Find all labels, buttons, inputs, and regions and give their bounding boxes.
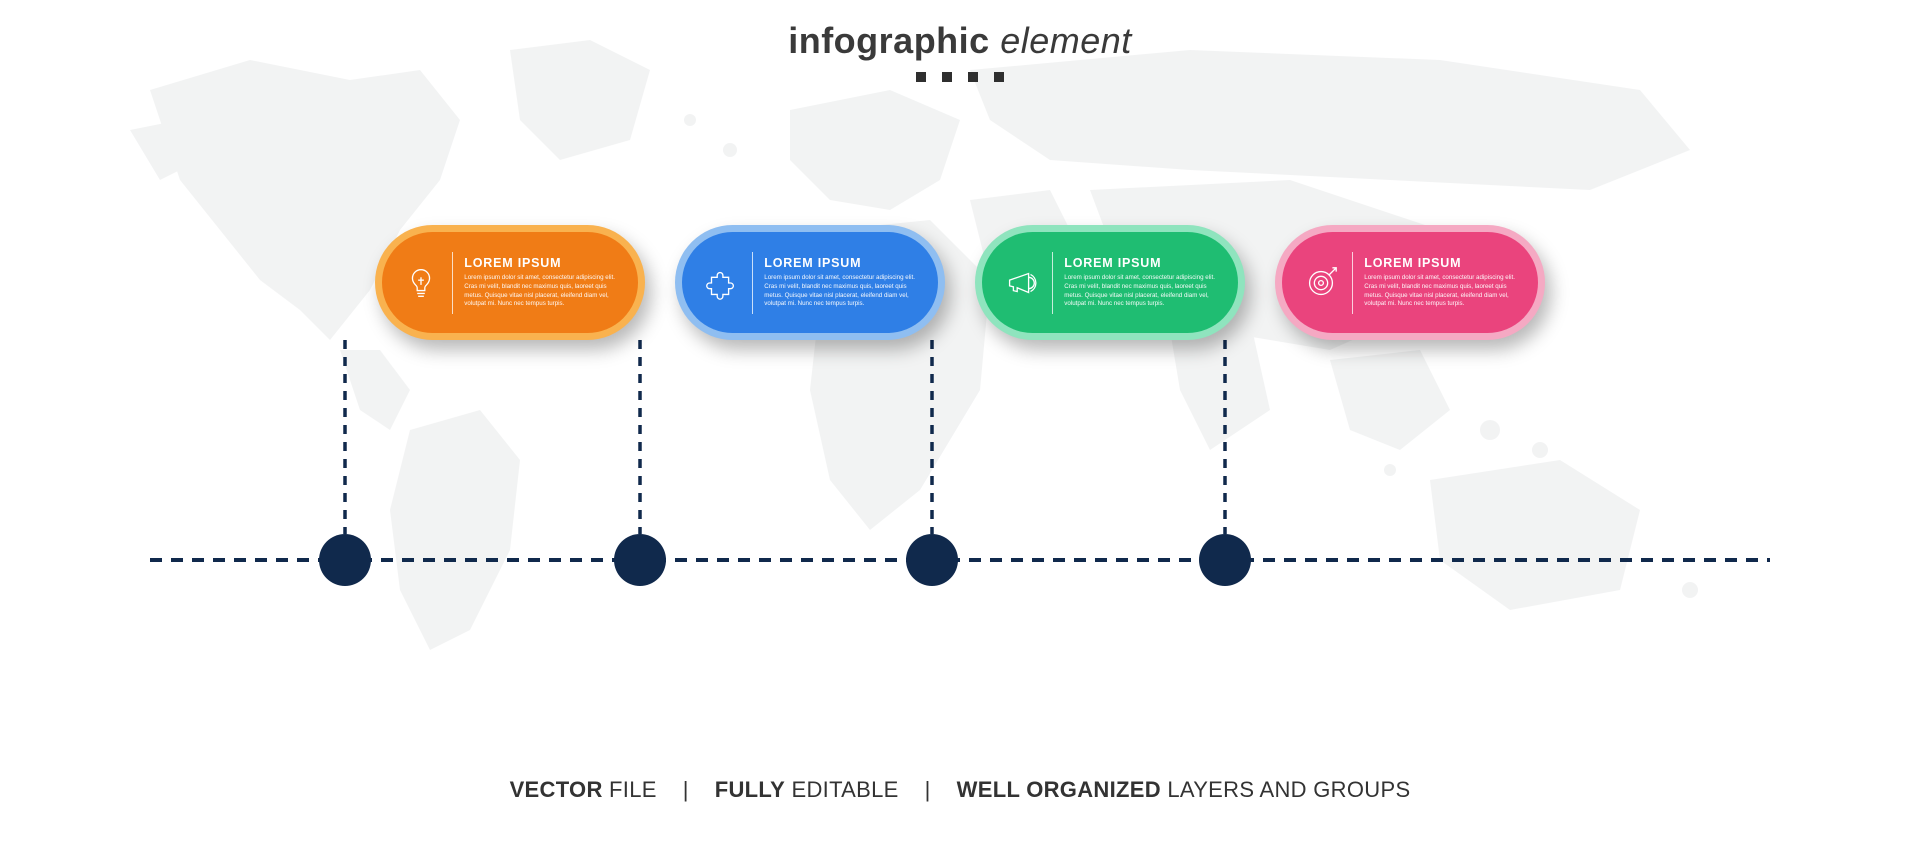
pill-inner: LOREM IPSUM Lorem ipsum dolor sit amet, … [982, 232, 1238, 333]
footer-segment: FULLY EDITABLE [715, 777, 899, 803]
puzzle-icon [700, 264, 742, 302]
header: infographic element [0, 20, 1920, 82]
timeline [0, 340, 1920, 600]
target-icon [1300, 264, 1342, 302]
step-4: LOREM IPSUM Lorem ipsum dolor sit amet, … [1275, 225, 1545, 340]
node-step-2 [614, 534, 666, 586]
pill-text: LOREM IPSUM Lorem ipsum dolor sit amet, … [764, 256, 916, 310]
title-dots [0, 72, 1920, 82]
footer-regular: LAYERS AND GROUPS [1161, 777, 1411, 802]
pill-text: LOREM IPSUM Lorem ipsum dolor sit amet, … [1064, 256, 1216, 310]
pill-body: Lorem ipsum dolor sit amet, consectetur … [1364, 274, 1516, 310]
step-1: LOREM IPSUM Lorem ipsum dolor sit amet, … [375, 225, 645, 340]
pill-body: Lorem ipsum dolor sit amet, consectetur … [764, 274, 916, 310]
megaphone-icon [1000, 264, 1042, 302]
footer-segment: VECTOR FILE [510, 777, 657, 803]
pill-text: LOREM IPSUM Lorem ipsum dolor sit amet, … [464, 256, 616, 310]
footer: VECTOR FILE | FULLY EDITABLE | WELL ORGANIZE… [0, 777, 1920, 803]
pill-title: LOREM IPSUM [464, 256, 616, 270]
footer-bold: WELL ORGANIZED [957, 777, 1161, 802]
lightbulb-icon [400, 264, 442, 302]
steps-row: LOREM IPSUM Lorem ipsum dolor sit amet, … [0, 225, 1920, 340]
node-step-4 [1199, 534, 1251, 586]
step-3: LOREM IPSUM Lorem ipsum dolor sit amet, … [975, 225, 1245, 340]
page-title: infographic element [0, 20, 1920, 62]
pill-inner: LOREM IPSUM Lorem ipsum dolor sit amet, … [382, 232, 638, 333]
node-step-3 [906, 534, 958, 586]
node-step-1 [319, 534, 371, 586]
pill-body: Lorem ipsum dolor sit amet, consectetur … [464, 274, 616, 310]
step-2: LOREM IPSUM Lorem ipsum dolor sit amet, … [675, 225, 945, 340]
footer-divider: | [925, 777, 931, 803]
pill-title: LOREM IPSUM [764, 256, 916, 270]
footer-bold: VECTOR [510, 777, 603, 802]
footer-bold: FULLY [715, 777, 785, 802]
dot [916, 72, 926, 82]
pill-inner: LOREM IPSUM Lorem ipsum dolor sit amet, … [682, 232, 938, 333]
footer-regular: FILE [603, 777, 657, 802]
dot [968, 72, 978, 82]
pill-inner: LOREM IPSUM Lorem ipsum dolor sit amet, … [1282, 232, 1538, 333]
footer-text: VECTOR FILE | FULLY EDITABLE | WELL ORGANIZE… [0, 777, 1920, 803]
pill-body: Lorem ipsum dolor sit amet, consectetur … [1064, 274, 1216, 310]
footer-segment: WELL ORGANIZED LAYERS AND GROUPS [957, 777, 1411, 803]
title-bold: infographic [788, 20, 990, 61]
footer-regular: EDITABLE [785, 777, 899, 802]
pill-text: LOREM IPSUM Lorem ipsum dolor sit amet, … [1364, 256, 1516, 310]
dot [994, 72, 1004, 82]
title-italic: element [990, 20, 1132, 61]
pill-title: LOREM IPSUM [1364, 256, 1516, 270]
dot [942, 72, 952, 82]
pill-title: LOREM IPSUM [1064, 256, 1216, 270]
footer-divider: | [683, 777, 689, 803]
